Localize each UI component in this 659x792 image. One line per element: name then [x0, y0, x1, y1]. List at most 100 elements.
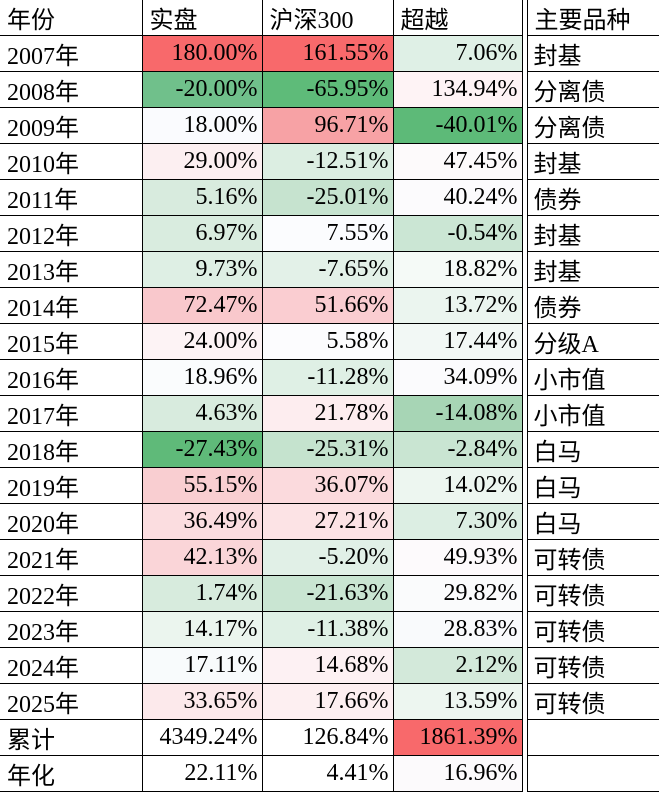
shipan-cell[interactable]: -27.43%	[141, 431, 263, 468]
year-cell[interactable]: 2007年	[0, 35, 143, 72]
hs300-cell[interactable]: 4.41%	[261, 755, 394, 792]
year-cell[interactable]: 2025年	[0, 683, 143, 720]
variety-cell[interactable]: 封基	[526, 251, 659, 288]
shipan-cell[interactable]: 42.13%	[141, 539, 263, 576]
variety-cell[interactable]: 可转债	[526, 683, 659, 720]
excess-cell[interactable]: 134.94%	[392, 71, 523, 108]
excess-cell[interactable]: 49.93%	[392, 539, 523, 576]
column-header-excess[interactable]: 超越	[392, 0, 523, 36]
year-cell[interactable]: 2017年	[0, 395, 143, 432]
shipan-cell[interactable]: 4.63%	[141, 395, 263, 432]
hs300-cell[interactable]: 27.21%	[261, 503, 394, 540]
shipan-cell[interactable]: 24.00%	[141, 323, 263, 360]
excess-cell[interactable]: 17.44%	[392, 323, 523, 360]
excess-cell[interactable]: 47.45%	[392, 143, 523, 180]
year-cell[interactable]: 2013年	[0, 251, 143, 288]
year-cell[interactable]: 2015年	[0, 323, 143, 360]
year-cell[interactable]: 2022年	[0, 575, 143, 612]
variety-cell[interactable]: 可转债	[526, 611, 659, 648]
year-cell[interactable]: 累计	[0, 719, 143, 756]
excess-cell[interactable]: 16.96%	[392, 755, 523, 792]
excess-cell[interactable]: 14.02%	[392, 467, 523, 504]
column-header-hs300[interactable]: 沪深300	[261, 0, 394, 36]
excess-cell[interactable]: 28.83%	[392, 611, 523, 648]
year-cell[interactable]: 2011年	[0, 179, 143, 216]
year-cell[interactable]: 2023年	[0, 611, 143, 648]
shipan-cell[interactable]: 9.73%	[141, 251, 263, 288]
excess-cell[interactable]: 1861.39%	[392, 719, 523, 756]
excess-cell[interactable]: 34.09%	[392, 359, 523, 396]
variety-cell[interactable]: 小市值	[526, 395, 659, 432]
hs300-cell[interactable]: -11.38%	[261, 611, 394, 648]
column-header-shipan[interactable]: 实盘	[141, 0, 263, 36]
hs300-cell[interactable]: 161.55%	[261, 35, 394, 72]
hs300-cell[interactable]: 5.58%	[261, 323, 394, 360]
variety-cell[interactable]: 白马	[526, 467, 659, 504]
variety-cell[interactable]: 小市值	[526, 359, 659, 396]
variety-cell[interactable]: 债券	[526, 179, 659, 216]
variety-cell[interactable]: 白马	[526, 431, 659, 468]
shipan-cell[interactable]: 6.97%	[141, 215, 263, 252]
hs300-cell[interactable]: 17.66%	[261, 683, 394, 720]
shipan-cell[interactable]: 18.96%	[141, 359, 263, 396]
variety-cell[interactable]	[526, 719, 659, 756]
shipan-cell[interactable]: 29.00%	[141, 143, 263, 180]
year-cell[interactable]: 2014年	[0, 287, 143, 324]
variety-cell[interactable]: 可转债	[526, 647, 659, 684]
excess-cell[interactable]: 29.82%	[392, 575, 523, 612]
excess-cell[interactable]: 40.24%	[392, 179, 523, 216]
shipan-cell[interactable]: 1.74%	[141, 575, 263, 612]
hs300-cell[interactable]: -65.95%	[261, 71, 394, 108]
shipan-cell[interactable]: 18.00%	[141, 107, 263, 144]
excess-cell[interactable]: -40.01%	[392, 107, 523, 144]
variety-cell[interactable]: 分级A	[526, 323, 659, 360]
hs300-cell[interactable]: 7.55%	[261, 215, 394, 252]
variety-cell[interactable]: 可转债	[526, 539, 659, 576]
year-cell[interactable]: 2010年	[0, 143, 143, 180]
year-cell[interactable]: 2024年	[0, 647, 143, 684]
excess-cell[interactable]: 7.30%	[392, 503, 523, 540]
shipan-cell[interactable]: 5.16%	[141, 179, 263, 216]
column-header-year[interactable]: 年份	[0, 0, 143, 36]
year-cell[interactable]: 2012年	[0, 215, 143, 252]
hs300-cell[interactable]: -12.51%	[261, 143, 394, 180]
year-cell[interactable]: 2016年	[0, 359, 143, 396]
hs300-cell[interactable]: 14.68%	[261, 647, 394, 684]
excess-cell[interactable]: 7.06%	[392, 35, 523, 72]
variety-cell[interactable]: 封基	[526, 35, 659, 72]
shipan-cell[interactable]: 17.11%	[141, 647, 263, 684]
shipan-cell[interactable]: 4349.24%	[141, 719, 263, 756]
excess-cell[interactable]: 2.12%	[392, 647, 523, 684]
excess-cell[interactable]: -0.54%	[392, 215, 523, 252]
shipan-cell[interactable]: 36.49%	[141, 503, 263, 540]
excess-cell[interactable]: 13.59%	[392, 683, 523, 720]
hs300-cell[interactable]: 96.71%	[261, 107, 394, 144]
shipan-cell[interactable]: 55.15%	[141, 467, 263, 504]
hs300-cell[interactable]: 21.78%	[261, 395, 394, 432]
variety-cell[interactable]: 分离债	[526, 107, 659, 144]
shipan-cell[interactable]: 180.00%	[141, 35, 263, 72]
variety-cell[interactable]: 可转债	[526, 575, 659, 612]
variety-cell[interactable]: 债券	[526, 287, 659, 324]
hs300-cell[interactable]: 126.84%	[261, 719, 394, 756]
column-header-variety[interactable]: 主要品种	[526, 0, 659, 36]
year-cell[interactable]: 2020年	[0, 503, 143, 540]
excess-cell[interactable]: -2.84%	[392, 431, 523, 468]
shipan-cell[interactable]: 14.17%	[141, 611, 263, 648]
shipan-cell[interactable]: -20.00%	[141, 71, 263, 108]
year-cell[interactable]: 2008年	[0, 71, 143, 108]
hs300-cell[interactable]: -7.65%	[261, 251, 394, 288]
year-cell[interactable]: 2021年	[0, 539, 143, 576]
year-cell[interactable]: 年化	[0, 755, 143, 792]
shipan-cell[interactable]: 33.65%	[141, 683, 263, 720]
hs300-cell[interactable]: -25.01%	[261, 179, 394, 216]
hs300-cell[interactable]: -5.20%	[261, 539, 394, 576]
variety-cell[interactable]: 封基	[526, 215, 659, 252]
variety-cell[interactable]: 白马	[526, 503, 659, 540]
shipan-cell[interactable]: 72.47%	[141, 287, 263, 324]
shipan-cell[interactable]: 22.11%	[141, 755, 263, 792]
hs300-cell[interactable]: -11.28%	[261, 359, 394, 396]
year-cell[interactable]: 2018年	[0, 431, 143, 468]
year-cell[interactable]: 2019年	[0, 467, 143, 504]
variety-cell[interactable]: 封基	[526, 143, 659, 180]
